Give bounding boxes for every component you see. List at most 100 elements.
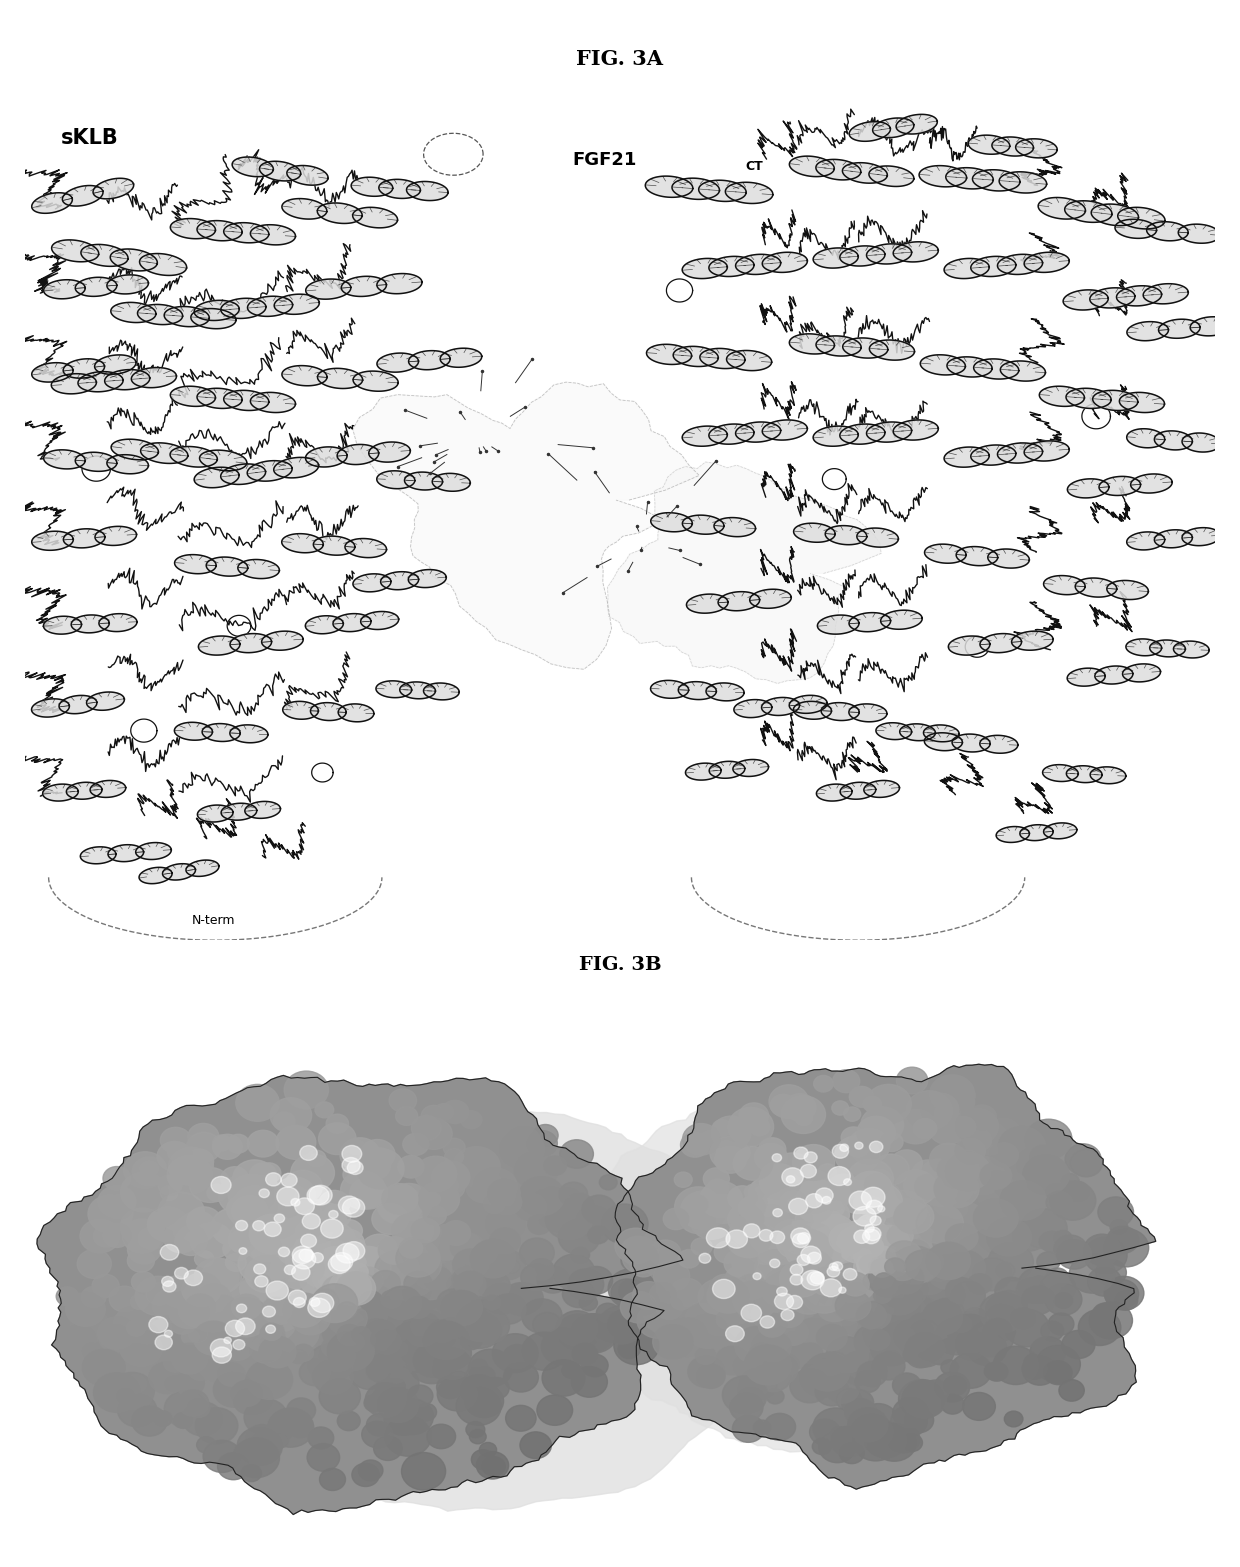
Circle shape	[190, 1167, 231, 1202]
Circle shape	[342, 1271, 384, 1307]
Circle shape	[273, 1412, 296, 1432]
Circle shape	[233, 1186, 277, 1222]
Circle shape	[265, 1172, 281, 1186]
Circle shape	[996, 1263, 1016, 1279]
Polygon shape	[842, 163, 888, 183]
Circle shape	[518, 1177, 564, 1216]
Circle shape	[205, 1296, 239, 1324]
Circle shape	[269, 1341, 286, 1357]
Circle shape	[582, 1354, 608, 1377]
Circle shape	[384, 1417, 432, 1456]
Circle shape	[573, 1343, 598, 1365]
Circle shape	[843, 1178, 852, 1185]
Circle shape	[289, 1257, 317, 1280]
Circle shape	[895, 1171, 936, 1205]
Circle shape	[362, 1276, 379, 1291]
Polygon shape	[1190, 317, 1231, 335]
Circle shape	[822, 1197, 831, 1203]
Circle shape	[870, 1216, 882, 1225]
Circle shape	[310, 1324, 340, 1348]
Circle shape	[878, 1274, 920, 1308]
Circle shape	[438, 1318, 463, 1340]
Circle shape	[265, 1326, 275, 1334]
Polygon shape	[305, 447, 347, 467]
Circle shape	[362, 1421, 393, 1448]
Circle shape	[839, 1305, 875, 1335]
Polygon shape	[973, 359, 1019, 379]
Circle shape	[844, 1283, 877, 1312]
Circle shape	[317, 1266, 343, 1288]
Circle shape	[916, 1203, 963, 1244]
Circle shape	[839, 1351, 880, 1385]
Circle shape	[621, 1250, 645, 1271]
Circle shape	[267, 1283, 305, 1316]
Circle shape	[688, 1355, 725, 1387]
Circle shape	[224, 1337, 232, 1343]
Polygon shape	[1001, 360, 1045, 381]
Circle shape	[863, 1254, 895, 1282]
Circle shape	[410, 1252, 451, 1287]
Circle shape	[316, 1210, 346, 1235]
Circle shape	[611, 1279, 642, 1305]
Polygon shape	[95, 527, 136, 545]
Circle shape	[754, 1420, 771, 1435]
Polygon shape	[1182, 528, 1220, 545]
Circle shape	[773, 1257, 801, 1280]
Circle shape	[802, 1250, 828, 1272]
Circle shape	[182, 1402, 223, 1435]
Circle shape	[906, 1091, 952, 1130]
Polygon shape	[339, 704, 374, 722]
Circle shape	[419, 1310, 444, 1332]
Circle shape	[867, 1169, 892, 1191]
Circle shape	[320, 1468, 346, 1490]
Circle shape	[799, 1250, 830, 1276]
Circle shape	[873, 1327, 895, 1348]
Circle shape	[868, 1252, 898, 1276]
Circle shape	[873, 1352, 905, 1381]
Circle shape	[254, 1192, 274, 1210]
Circle shape	[324, 1205, 351, 1227]
Circle shape	[993, 1346, 1038, 1385]
Circle shape	[878, 1258, 916, 1291]
Circle shape	[841, 1265, 866, 1285]
Polygon shape	[138, 304, 182, 324]
Circle shape	[440, 1178, 465, 1199]
Polygon shape	[110, 302, 156, 323]
Circle shape	[790, 1265, 804, 1276]
Circle shape	[415, 1119, 453, 1150]
Circle shape	[332, 1268, 358, 1290]
Circle shape	[703, 1167, 729, 1189]
Circle shape	[360, 1139, 396, 1169]
Circle shape	[858, 1236, 884, 1257]
Circle shape	[357, 1152, 391, 1180]
Circle shape	[775, 1302, 804, 1327]
Circle shape	[967, 1105, 997, 1130]
Circle shape	[160, 1186, 177, 1200]
Circle shape	[459, 1312, 502, 1348]
Polygon shape	[1066, 389, 1111, 409]
Circle shape	[863, 1229, 880, 1244]
Circle shape	[818, 1431, 856, 1462]
Circle shape	[668, 1318, 708, 1351]
Circle shape	[724, 1249, 758, 1277]
Circle shape	[284, 1265, 295, 1274]
Polygon shape	[1092, 390, 1138, 411]
Circle shape	[343, 1164, 366, 1185]
Circle shape	[859, 1404, 898, 1435]
Circle shape	[299, 1360, 330, 1385]
Circle shape	[739, 1103, 769, 1128]
Circle shape	[272, 1304, 296, 1324]
Circle shape	[888, 1247, 906, 1263]
Polygon shape	[897, 114, 937, 135]
Circle shape	[444, 1299, 467, 1318]
Polygon shape	[1019, 824, 1053, 840]
Polygon shape	[42, 784, 78, 801]
Circle shape	[698, 1279, 742, 1315]
Circle shape	[427, 1424, 455, 1449]
Circle shape	[319, 1122, 356, 1155]
Circle shape	[619, 1313, 645, 1335]
Circle shape	[863, 1243, 906, 1279]
Polygon shape	[864, 780, 899, 798]
Circle shape	[678, 1249, 701, 1268]
Circle shape	[821, 1279, 842, 1297]
